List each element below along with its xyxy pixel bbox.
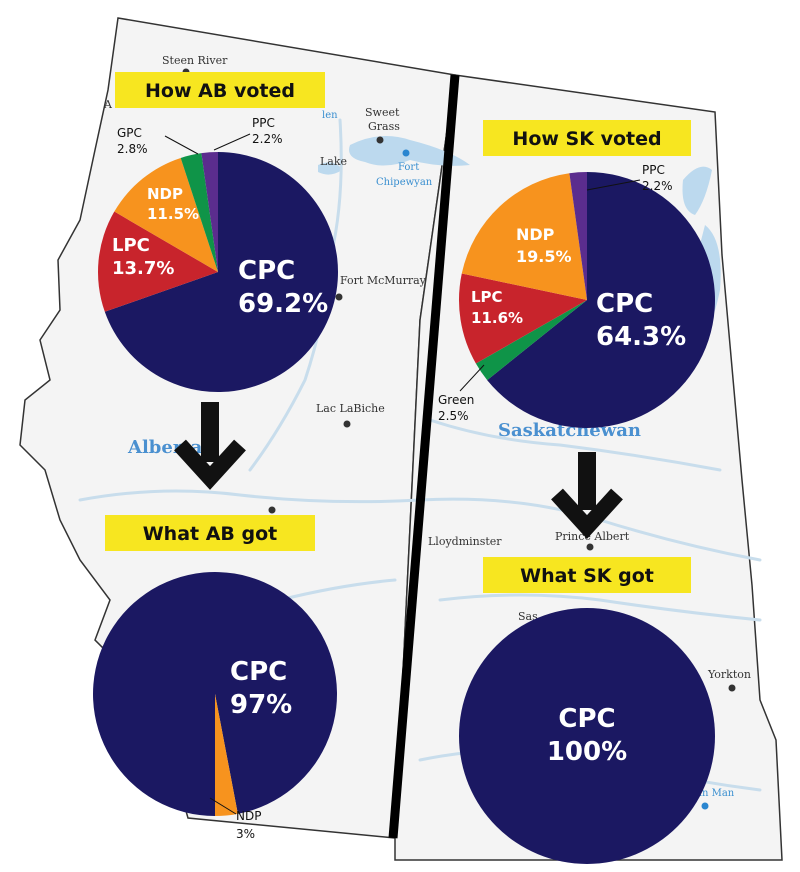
pie-slice-ab-voted-ppc <box>201 152 218 272</box>
pie-slice-ab-got-cpc <box>93 572 338 816</box>
map-label-fort: Fort <box>398 162 419 173</box>
banner-ab-got-bg <box>105 515 315 551</box>
map-label-partial-len: len <box>322 110 338 121</box>
map-dot-fort-chipewyan <box>402 149 410 157</box>
banner-sk-got-label: What SK got <box>520 565 654 587</box>
pie-slice-ab-voted-ndp <box>114 157 218 272</box>
leader-line-ab-gpc <box>164 135 199 155</box>
map-dot-edmonton <box>268 506 276 514</box>
banner-ab-voted: How AB voted <box>115 72 325 108</box>
slice-value-sk-green: 2.5% <box>438 409 469 423</box>
pie-slice-ab-voted-gpc <box>180 153 218 272</box>
pie-ab-voted <box>98 152 339 393</box>
slice-value-sk-ppc: 2.2% <box>642 179 673 193</box>
slice-value-sk-cpc: 64.3% <box>596 322 686 352</box>
banner-ab-voted-label: How AB voted <box>145 80 295 102</box>
map-label-lake: Lake <box>320 155 347 168</box>
slice-label-sk-ppc: PPC <box>642 163 665 177</box>
lake-athabasca <box>349 136 470 166</box>
map-label-grass: Grass <box>368 120 400 133</box>
slice-label-ab-lpc: LPC <box>112 235 150 256</box>
slice-label-ab-ppc: PPC <box>252 116 275 130</box>
map-label-sas: Sas <box>518 610 538 623</box>
pie-slice-sk-voted-ppc <box>569 172 587 300</box>
slice-label-sk-got-cpc: CPC <box>558 704 615 734</box>
map-dot-lac-labiche <box>343 420 351 428</box>
pie-sk-voted <box>459 172 716 428</box>
map-label-prince-albert: Prince Albert <box>555 530 630 543</box>
slice-value-ab-got-cpc: 97% <box>230 690 292 720</box>
slice-label-sk-ndp: NDP <box>516 225 555 244</box>
pie-ab-got <box>93 572 338 816</box>
pie-slice-sk-voted-green <box>475 300 587 381</box>
province-divider <box>388 74 460 839</box>
slice-value-sk-ndp: 19.5% <box>516 247 572 266</box>
slice-value-ab-cpc: 69.2% <box>238 289 328 319</box>
map-label-man: an Man <box>696 788 735 799</box>
slice-value-sk-lpc: 11.6% <box>471 309 523 327</box>
map-label-yorkton: Yorkton <box>707 668 751 681</box>
banner-ab-voted-bg <box>115 72 325 108</box>
map-label-steen-river: Steen River <box>162 54 228 67</box>
slice-label-ab-gpc: GPC <box>117 126 142 140</box>
map-dot-sweet-grass <box>376 136 384 144</box>
leader-line-ab-ppc <box>213 133 251 151</box>
pie-sk-got-labels: CPC 100% <box>547 704 627 767</box>
slice-label-sk-green: Green <box>438 393 474 407</box>
pie-sk-got <box>459 608 715 864</box>
pie-slice-sk-voted-lpc <box>459 273 587 364</box>
map-dot-prince-albert <box>586 543 594 551</box>
map-dot-yorkton <box>728 684 736 692</box>
pie-slice-sk-voted-ndp <box>461 173 587 300</box>
slice-label-ab-ndp: NDP <box>147 185 183 203</box>
banner-ab-got: What AB got <box>105 515 315 551</box>
pie-slice-sk-voted-cpc <box>487 172 716 428</box>
slice-value-ab-ndp: 11.5% <box>147 205 199 223</box>
pie-sk-voted-labels: CPC 64.3% Green 2.5% LPC 11.6% NDP 19.5%… <box>438 163 686 423</box>
banner-sk-got-bg <box>483 557 691 593</box>
pie-ab-voted-labels: CPC 69.2% LPC 13.7% NDP 11.5% GPC 2.8% P… <box>112 116 328 319</box>
banner-sk-voted-label: How SK voted <box>512 128 661 150</box>
down-arrow-icon <box>551 452 623 539</box>
map-dot-man <box>701 802 709 810</box>
banner-sk-got: What SK got <box>483 557 691 593</box>
map-label-partial-a: A <box>103 98 113 111</box>
map-label-sweet: Sweet <box>365 106 400 119</box>
pie-slice-ab-got-ndp <box>215 694 238 816</box>
down-arrow-icon <box>174 402 246 490</box>
map-dot-fort-mcmurray <box>335 293 343 301</box>
slice-value-sk-got-cpc: 100% <box>547 737 627 767</box>
pie-slice-ab-voted-lpc <box>98 211 218 312</box>
wollaston-lake <box>682 166 712 215</box>
leader-line-ab-got-ndp <box>209 797 237 815</box>
slice-value-ab-got-ndp: 3% <box>236 827 255 841</box>
slice-label-sk-lpc: LPC <box>471 288 503 306</box>
slice-label-sk-cpc: CPC <box>596 289 653 319</box>
slice-value-ab-ppc: 2.2% <box>252 132 283 146</box>
leader-line-sk-green <box>459 364 485 392</box>
banner-sk-voted: How SK voted <box>483 120 691 156</box>
pie-slice-sk-got-cpc <box>459 608 715 864</box>
pie-slice-ab-voted-cpc <box>104 152 339 393</box>
map-label-lloydminster: Lloydminster <box>428 535 502 548</box>
map-label-lac-labiche: Lac LaBiche <box>316 402 385 415</box>
pie-ab-got-labels: CPC 97% NDP 3% <box>209 657 292 841</box>
banner-ab-got-label: What AB got <box>143 523 278 545</box>
banner-sk-voted-bg <box>483 120 691 156</box>
map-label-fort-mcmurray: Fort McMurray <box>340 274 427 287</box>
slice-label-ab-cpc: CPC <box>238 256 295 286</box>
slice-label-ab-got-cpc: CPC <box>230 657 287 687</box>
map-label-chipewyan: Chipewyan <box>376 177 433 188</box>
slice-value-ab-gpc: 2.8% <box>117 142 148 156</box>
slice-value-ab-lpc: 13.7% <box>112 258 174 279</box>
leader-line-sk-ppc <box>586 179 641 191</box>
lake-claire <box>318 162 342 175</box>
slice-label-ab-got-ndp: NDP <box>236 809 261 823</box>
